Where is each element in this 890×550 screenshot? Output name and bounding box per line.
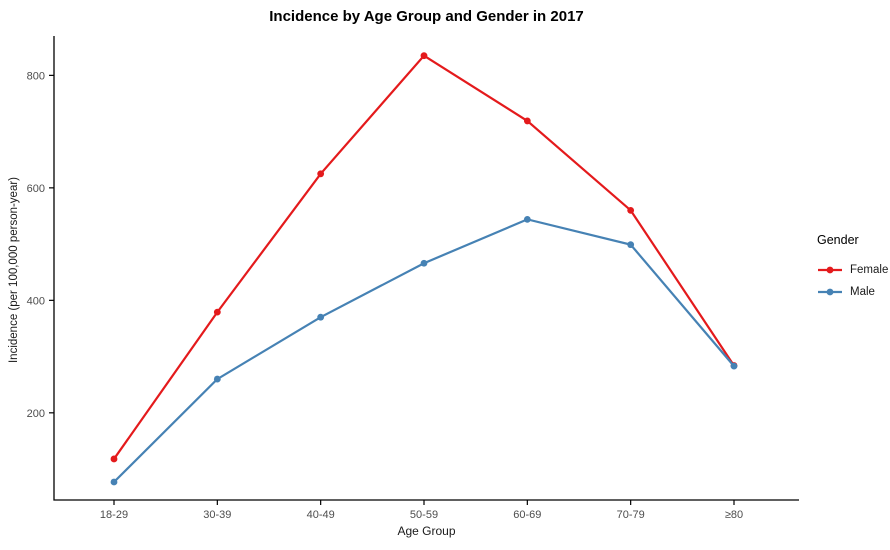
series-point-male xyxy=(317,313,325,321)
chart-title: Incidence by Age Group and Gender in 201… xyxy=(269,8,584,25)
x-tick-label: ≥80 xyxy=(725,509,743,521)
legend-item-male: Male xyxy=(817,281,888,303)
legend: Gender Female Male xyxy=(817,233,888,303)
series-point-male xyxy=(627,241,635,249)
x-tick-label: 60-69 xyxy=(513,509,541,521)
series-point-male xyxy=(730,362,738,370)
legend-key-male-icon xyxy=(818,288,842,296)
x-tick-label: 40-49 xyxy=(307,509,335,521)
x-tick-label: 30-39 xyxy=(203,509,231,521)
series-point-female xyxy=(317,170,325,178)
series-point-female xyxy=(110,455,118,463)
y-axis-label: Incidence (per 100,000 person-year) xyxy=(8,176,20,364)
legend-item-female: Female xyxy=(817,259,888,281)
series-line-male xyxy=(113,218,735,483)
series-point-male xyxy=(420,259,428,267)
series-point-male xyxy=(213,375,221,383)
y-tick-label: 800 xyxy=(27,70,45,82)
y-tick-label: 200 xyxy=(27,408,45,420)
legend-key-female-icon xyxy=(818,266,842,274)
x-axis-label: Age Group xyxy=(397,524,456,538)
y-tick-label: 600 xyxy=(27,183,45,195)
legend-label-male: Male xyxy=(850,286,875,298)
series-point-female xyxy=(627,206,635,214)
x-tick-label: 18-29 xyxy=(100,509,128,521)
series-point-male xyxy=(523,215,531,223)
x-tick-label: 70-79 xyxy=(617,509,645,521)
series-point-female xyxy=(420,52,428,60)
series-point-male xyxy=(110,478,118,486)
legend-label-female: Female xyxy=(850,264,889,276)
series-point-female xyxy=(523,117,531,125)
series-point-female xyxy=(213,308,221,316)
x-tick-label: 50-59 xyxy=(410,509,438,521)
legend-title: Gender xyxy=(817,233,859,247)
y-tick-label: 400 xyxy=(27,295,45,307)
axis-lines xyxy=(53,36,799,501)
